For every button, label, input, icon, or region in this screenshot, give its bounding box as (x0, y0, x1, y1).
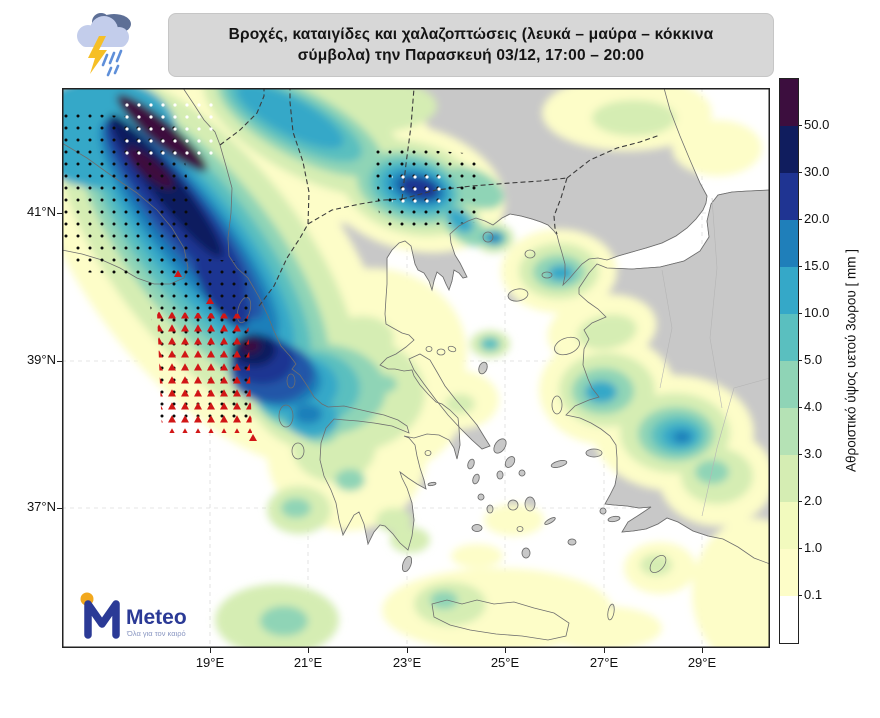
lon-tick (307, 648, 309, 653)
colorbar-tick-label: 5.0 (804, 352, 823, 367)
colorbar-tick (798, 265, 802, 267)
storm-icon (66, 5, 140, 79)
lon-tick (504, 648, 506, 653)
map-title: Βροχές, καταιγίδες και χαλαζοπτώσεις (λε… (168, 13, 774, 77)
logo-text: Meteo (126, 606, 187, 629)
colorbar-segment (780, 173, 798, 220)
lat-tick (57, 212, 62, 214)
lat-tick (57, 507, 62, 509)
colorbar-swatches (779, 78, 799, 644)
colorbar-segment (780, 126, 798, 173)
colorbar-tick (798, 124, 802, 126)
colorbar-tick-label: 15.0 (804, 258, 830, 273)
rain-icon (101, 49, 123, 77)
colorbar-segment (780, 596, 798, 643)
lat-label: 37°N (26, 499, 56, 514)
colorbar-tick (798, 594, 802, 596)
colorbar-tick (798, 171, 802, 173)
logo-tagline: Όλα για τον καιρό (126, 629, 186, 638)
colorbar-segment (780, 314, 798, 361)
lightning-icon (88, 36, 107, 74)
lat-tick (57, 360, 62, 362)
meteo-logo: Meteo Όλα για τον καιρό (80, 592, 187, 639)
lon-tick (603, 648, 605, 653)
admin-borders (659, 197, 770, 517)
colorbar-tick-label: 2.0 (804, 493, 823, 508)
lon-tick (209, 648, 211, 653)
colorbar-tick-label: 1.0 (804, 540, 823, 555)
colorbar-tick (798, 500, 802, 502)
lon-label: 27°E (589, 655, 619, 670)
logo-m (84, 600, 120, 639)
colorbar-segment (780, 361, 798, 408)
colorbar-tick-label: 20.0 (804, 211, 830, 226)
heavy-core-dots (117, 96, 448, 206)
colorbar-tick-label: 3.0 (804, 446, 823, 461)
colorbar-segment (780, 79, 798, 126)
colorbar-tick-label: 50.0 (804, 117, 830, 132)
colorbar-tick (798, 218, 802, 220)
colorbar-tick (798, 312, 802, 314)
lon-tick (701, 648, 703, 653)
colorbar-tick-label: 0.1 (804, 587, 823, 602)
colorbar-segment (780, 220, 798, 267)
colorbar-segment (780, 502, 798, 549)
lon-label: 25°E (490, 655, 520, 670)
lat-label: 39°N (26, 352, 56, 367)
lon-label: 21°E (293, 655, 323, 670)
lon-label: 29°E (687, 655, 717, 670)
map-frame (62, 88, 770, 648)
colorbar-axis-label: Αθροιστικό ύψος υετού 3ωρου [ mm ] (843, 248, 859, 472)
colorbar-segment (780, 408, 798, 455)
colorbar-tick (798, 453, 802, 455)
colorbar-tick (798, 359, 802, 361)
lon-label: 23°E (392, 655, 422, 670)
colorbar-tick-label: 10.0 (804, 305, 830, 320)
lon-tick (406, 648, 408, 653)
colorbar-segment (780, 267, 798, 314)
colorbar-tick-label: 4.0 (804, 399, 823, 414)
colorbar-segment (780, 549, 798, 596)
title-line-1: Βροχές, καταιγίδες και χαλαζοπτώσεις (λε… (228, 25, 714, 43)
colorbar-tick (798, 406, 802, 408)
lon-label: 19°E (195, 655, 225, 670)
storm-icon-graphic (77, 13, 131, 77)
colorbar-tick-label: 30.0 (804, 164, 830, 179)
precipitation-map: Meteo Όλα για τον καιρό (62, 88, 770, 648)
lat-label: 41°N (26, 204, 56, 219)
colorbar-segment (780, 455, 798, 502)
title-line-2: σύμβολα) την Παρασκευή 03/12, 17:00 – 20… (297, 46, 645, 64)
colorbar-tick (798, 547, 802, 549)
hail-triangles (157, 270, 257, 441)
